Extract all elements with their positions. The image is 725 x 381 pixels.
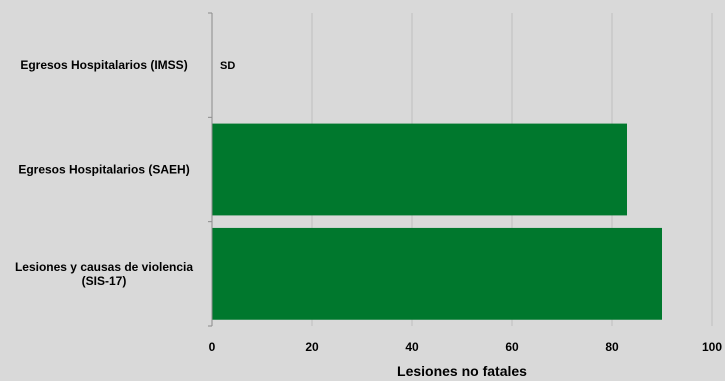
category-label-1: Egresos Hospitalarios (SAEH) — [18, 163, 189, 177]
bar-2 — [212, 227, 662, 320]
annotation-0: SD — [220, 60, 235, 72]
x-tick-label-100: 100 — [702, 340, 722, 354]
x-tick-label-60: 60 — [505, 340, 519, 354]
x-tick-label-80: 80 — [605, 340, 619, 354]
axes — [208, 12, 213, 327]
x-tick-label-20: 20 — [305, 340, 319, 354]
x-tick-labels: 0 20 40 60 80 100 — [209, 340, 723, 354]
category-label-2: Lesiones y causas de violencia (SIS-17) — [15, 260, 193, 288]
category-labels: Egresos Hospitalarios (IMSS) Egresos Hosp… — [15, 58, 193, 288]
x-tick-label-40: 40 — [405, 340, 419, 354]
x-tick-label-0: 0 — [209, 340, 216, 354]
bar-1 — [212, 123, 627, 216]
bars — [212, 123, 662, 320]
annotations: SD — [220, 60, 235, 72]
x-axis-label: Lesiones no fatales — [397, 363, 527, 379]
category-label-0: Egresos Hospitalarios (IMSS) — [20, 58, 187, 72]
